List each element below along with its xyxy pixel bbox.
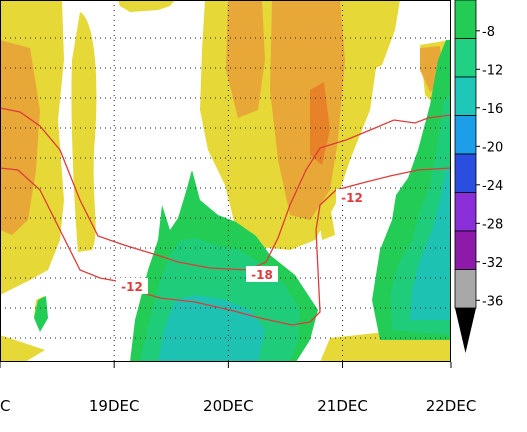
colorbar-swatch [454, 76, 477, 116]
colorbar-tick-label: -32 [482, 256, 503, 271]
contour-label: -12 [341, 191, 363, 205]
plot-frame [0, 0, 451, 362]
contour-labels: -12 -18 -12 [116, 189, 368, 294]
contour-label: -18 [251, 268, 273, 282]
x-tick-label: 21DEC [317, 397, 368, 415]
x-axis: C 19DEC 20DEC 21DEC 22DEC [0, 362, 476, 415]
colorbar-extension-triangle [455, 308, 476, 353]
x-tick-label: 22DEC [426, 397, 477, 415]
x-tick-label: 19DEC [89, 397, 140, 415]
colorbar-swatch [454, 192, 477, 232]
orange-shading [0, 0, 444, 235]
dark-orange-shading [310, 82, 330, 165]
colorbar: -8 -12 -16 -20 -24 -28 -32 -36 [454, 0, 503, 353]
colorbar-swatch [454, 38, 477, 78]
colorbar-swatch [454, 153, 477, 193]
colorbar-swatch [454, 115, 477, 155]
colorbar-tick-label: -12 [482, 63, 503, 78]
x-tick-label: 20DEC [203, 397, 254, 415]
colorbar-tick-label: -20 [482, 140, 503, 155]
colorbar-tick-label: -36 [482, 294, 503, 309]
colorbar-swatch [454, 269, 477, 309]
colorbar-tick-label: -24 [482, 179, 503, 194]
colorbar-tick-label: -8 [482, 25, 495, 40]
colorbar-tick-label: -28 [482, 217, 503, 232]
colorbar-tick-label: -16 [482, 102, 503, 117]
contour-label: -12 [121, 280, 143, 294]
contour-line-lower [0, 167, 451, 326]
colorbar-swatch [454, 0, 477, 39]
x-tick-label: C [0, 397, 10, 415]
colorbar-swatch [454, 230, 477, 270]
